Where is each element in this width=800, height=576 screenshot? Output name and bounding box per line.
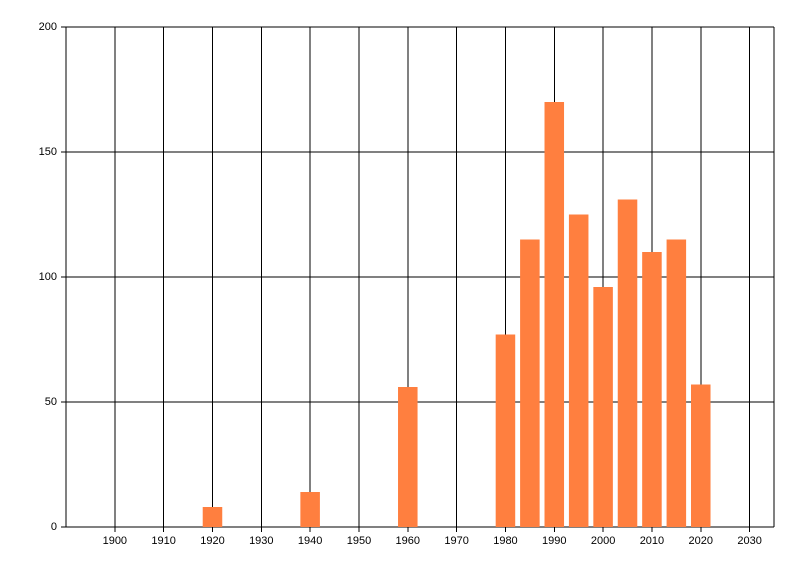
y-tick-label: 100 <box>39 271 57 283</box>
bar <box>666 239 687 527</box>
x-tick-label: 1970 <box>444 535 468 547</box>
x-tick-label: 1920 <box>200 535 224 547</box>
x-tick-label: 1940 <box>298 535 322 547</box>
bar <box>617 199 638 527</box>
x-tick-label: 2000 <box>591 535 615 547</box>
x-tick-label: 1950 <box>347 535 371 547</box>
y-tick-label: 0 <box>51 521 57 533</box>
bar <box>568 214 589 527</box>
bar <box>300 492 320 527</box>
x-tick-label: 2010 <box>640 535 664 547</box>
bar <box>642 252 662 527</box>
x-tick-label: 2020 <box>689 535 713 547</box>
x-tick-label: 1900 <box>103 535 127 547</box>
x-tick-label: 1990 <box>542 535 566 547</box>
x-tick-label: 1930 <box>249 535 273 547</box>
bar <box>398 387 418 527</box>
x-tick-label: 1960 <box>396 535 420 547</box>
x-tick-label: 1980 <box>493 535 517 547</box>
bar <box>593 287 613 527</box>
bar <box>495 334 516 527</box>
bar <box>520 239 540 527</box>
x-tick-label: 2030 <box>737 535 761 547</box>
bar <box>690 384 711 527</box>
y-tick-label: 50 <box>45 396 57 408</box>
x-tick-label: 1910 <box>151 535 175 547</box>
y-tick-label: 150 <box>39 146 57 158</box>
y-tick-label: 200 <box>39 21 57 33</box>
bar <box>544 102 565 527</box>
bar <box>202 507 223 527</box>
